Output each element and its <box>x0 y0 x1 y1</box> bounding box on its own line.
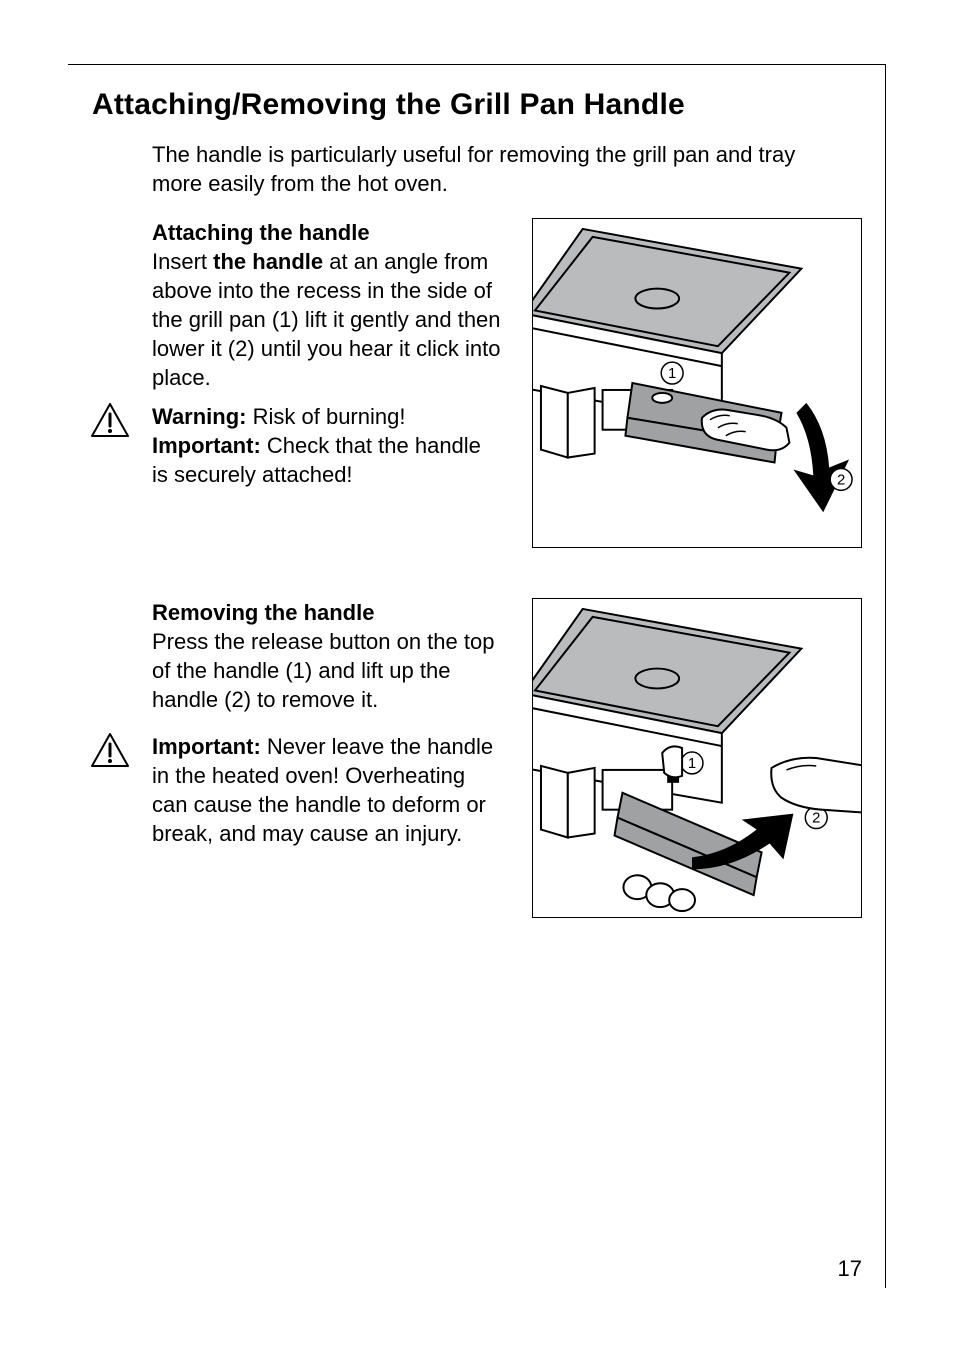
intro-paragraph: The handle is particularly useful for re… <box>152 140 832 198</box>
label-2: 2 <box>837 472 845 488</box>
page-number: 17 <box>838 1256 862 1282</box>
label-1b: 1 <box>688 756 696 772</box>
figure-attaching: 1 2 <box>532 218 862 548</box>
removing-important-line: Important: Never leave the handle in the… <box>152 732 502 848</box>
attaching-body-pre: Insert <box>152 249 213 274</box>
important-label-2: Important: <box>152 734 261 759</box>
removing-warning-block: Important: Never leave the handle in the… <box>152 732 502 848</box>
warning-icon <box>90 402 130 438</box>
removing-text-block: Removing the handle Press the release bu… <box>152 598 502 848</box>
attaching-text-block: Attaching the handle Insert the handle a… <box>152 218 502 489</box>
manual-page: Attaching/Removing the Grill Pan Handle … <box>0 0 954 1352</box>
label-1: 1 <box>668 366 676 382</box>
figure-removing: 1 2 <box>532 598 862 918</box>
attaching-body: Insert the handle at an angle from above… <box>152 247 502 392</box>
warning-text: Risk of burning! <box>247 404 406 429</box>
warning-icon <box>90 732 130 768</box>
attaching-heading: Attaching the handle <box>152 218 502 247</box>
page-content: Attaching/Removing the Grill Pan Handle … <box>92 88 862 958</box>
section-removing: Removing the handle Press the release bu… <box>152 598 862 928</box>
attaching-body-bold: the handle <box>213 249 323 274</box>
label-2b: 2 <box>812 811 820 827</box>
removing-heading: Removing the handle <box>152 598 502 627</box>
attaching-warning-line: Warning: Risk of burning! <box>152 402 502 431</box>
page-title: Attaching/Removing the Grill Pan Handle <box>92 88 862 122</box>
section-attaching: Attaching the handle Insert the handle a… <box>152 218 862 558</box>
page-border-right <box>885 64 886 1288</box>
attaching-important-line: Important: Check that the handle is secu… <box>152 431 502 489</box>
warning-label: Warning: <box>152 404 247 429</box>
removing-body: Press the release button on the top of t… <box>152 627 502 714</box>
attaching-warning-block: Warning: Risk of burning! Important: Che… <box>152 402 502 489</box>
important-label: Important: <box>152 433 261 458</box>
page-border-top <box>68 64 886 65</box>
